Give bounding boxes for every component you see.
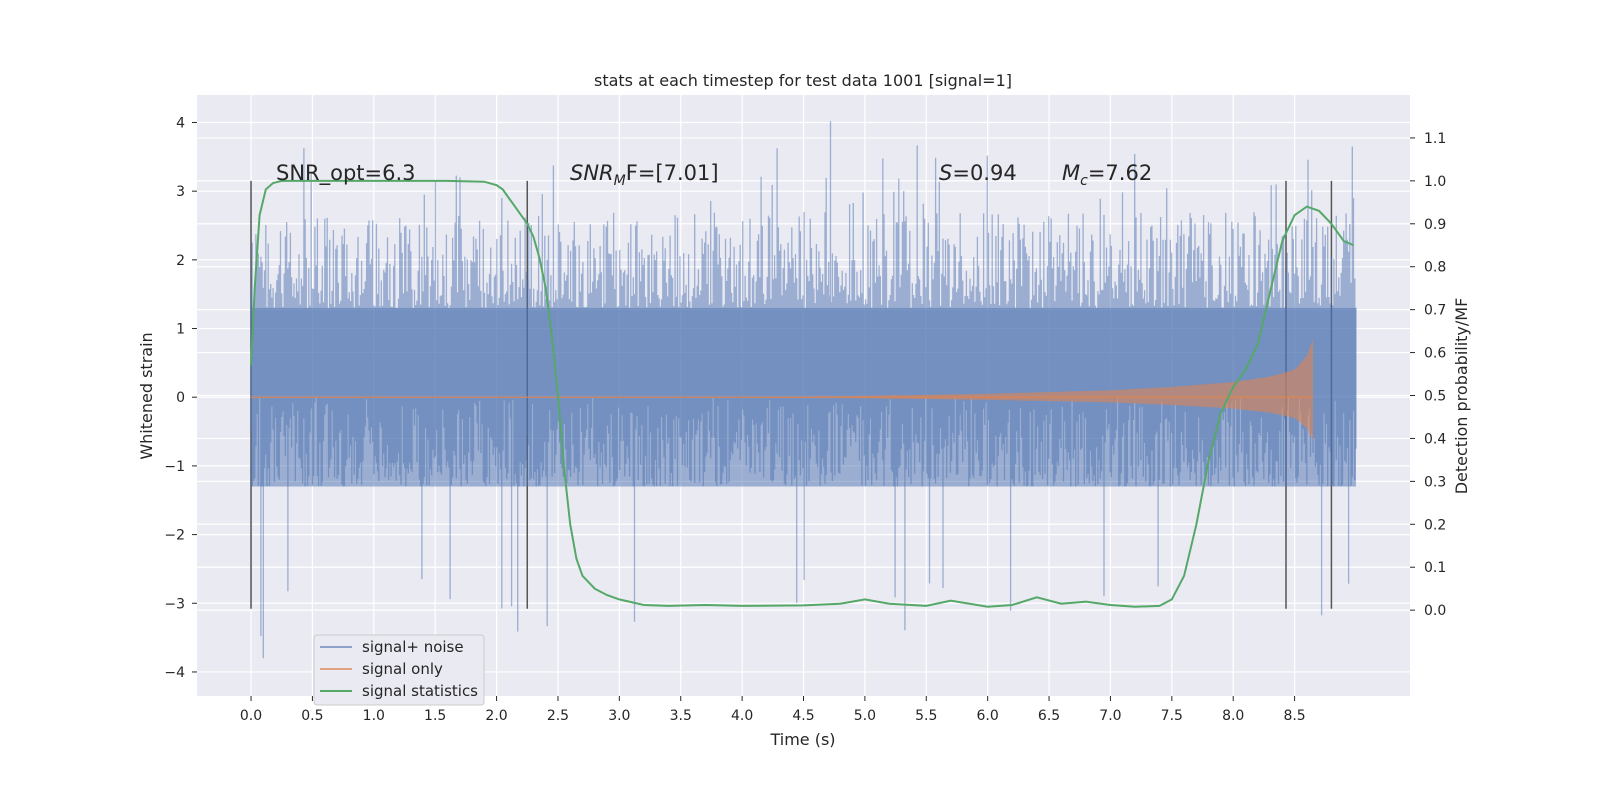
- left-y-tick-label: 3: [176, 184, 185, 200]
- left-y-tick-label: 1: [176, 322, 185, 338]
- left-y-tick-label: 4: [176, 115, 185, 131]
- annotation-snr-mf-base: SNR: [570, 161, 614, 185]
- x-tick-label: 7.0: [1099, 708, 1121, 724]
- annotations: SNR_opt=6.3 SNRMF=[7.01] S=0.94 Mc=7.62: [276, 161, 1152, 189]
- left-y-tick-label: −3: [164, 596, 185, 612]
- annotation-mc: Mc=7.62: [1062, 161, 1152, 189]
- x-tick-label: 4.5: [792, 708, 814, 724]
- x-tick-label: 7.5: [1161, 708, 1183, 724]
- annotation-mc-symbol: M: [1062, 161, 1080, 185]
- x-tick-label: 5.5: [915, 708, 937, 724]
- x-tick-label: 3.5: [670, 708, 692, 724]
- left-y-axis-ticks: 4 3 2 1 0 −1 −2 −3 −4: [164, 115, 197, 681]
- x-tick-label: 0.5: [301, 708, 323, 724]
- annotation-mc-sub: c: [1080, 173, 1088, 189]
- annotation-snr-mf-tail: F=[7.01]: [626, 161, 719, 185]
- right-y-tick-label: 0.6: [1424, 346, 1446, 362]
- left-y-tick-label: −4: [164, 665, 185, 681]
- legend-label-signal-statistics: signal statistics: [362, 682, 478, 700]
- x-axis-label: Time (s): [769, 730, 835, 749]
- right-y-tick-label: 0.1: [1424, 560, 1446, 576]
- right-y-tick-label: 0.3: [1424, 474, 1446, 490]
- x-tick-label: 1.0: [363, 708, 385, 724]
- right-y-tick-label: 0.7: [1424, 303, 1446, 319]
- legend-box: [313, 634, 485, 706]
- right-y-tick-label: 0.9: [1424, 217, 1446, 233]
- legend: signal+ noise signal only signal statist…: [313, 634, 485, 706]
- legend-label-signal-only: signal only: [362, 660, 443, 678]
- annotation-s: S=0.94: [939, 161, 1017, 185]
- right-y-tick-label: 0.2: [1424, 517, 1446, 533]
- right-y-tick-label: 0.5: [1424, 389, 1446, 405]
- x-tick-label: 2.5: [547, 708, 569, 724]
- x-tick-label: 8.5: [1283, 708, 1305, 724]
- right-y-tick-label: 1.1: [1424, 131, 1446, 147]
- x-tick-label: 2.0: [485, 708, 507, 724]
- series-signal-only: [251, 338, 1314, 441]
- right-y-tick-label: 0.4: [1424, 431, 1446, 447]
- x-tick-label: 8.0: [1222, 708, 1244, 724]
- annotation-snr-mf-sub: M: [614, 173, 626, 189]
- legend-label-signal-noise: signal+ noise: [362, 638, 464, 656]
- left-y-tick-label: 0: [176, 390, 185, 406]
- left-y-tick-label: −2: [164, 528, 185, 544]
- x-tick-label: 3.0: [608, 708, 630, 724]
- right-y-axis-ticks: 1.1 1.0 0.9 0.8 0.7 0.6 0.5 0.4 0.3 0.2 0.1 0.0: [1410, 131, 1446, 619]
- annotation-s-value: =0.94: [952, 161, 1016, 185]
- x-tick-label: 6.0: [977, 708, 999, 724]
- annotation-snr-mf: SNRMF=[7.01]: [570, 161, 719, 189]
- x-tick-label: 0.0: [240, 708, 262, 724]
- series-signal-statistics: [250, 179, 1354, 608]
- right-y-tick-label: 0.8: [1424, 260, 1446, 276]
- x-tick-label: 1.5: [424, 708, 446, 724]
- signal-chirp-envelope: [742, 338, 1313, 441]
- x-tick-label: 5.0: [854, 708, 876, 724]
- annotation-mc-value: =7.62: [1088, 161, 1152, 185]
- chart-title: stats at each timestep for test data 100…: [594, 71, 1012, 90]
- left-y-tick-label: 2: [176, 253, 185, 269]
- x-tick-label: 6.5: [1038, 708, 1060, 724]
- x-axis-ticks: 0.0 0.5 1.0 1.5 2.0 2.5 3.0 3.5 4.0 4.5 5.0 5.5 6.0 6…: [240, 696, 1306, 724]
- left-y-axis-label: Whitened strain: [137, 332, 156, 459]
- left-y-tick-label: −1: [164, 459, 185, 475]
- right-y-tick-label: 0.0: [1424, 603, 1446, 619]
- right-y-tick-label: 1.0: [1424, 174, 1446, 190]
- stats-line: [250, 179, 1354, 608]
- right-y-axis-label: Detection probability/MF: [1452, 298, 1471, 495]
- annotation-snr-opt: SNR_opt=6.3: [276, 161, 416, 186]
- annotation-s-symbol: S: [939, 161, 952, 185]
- x-tick-label: 4.0: [731, 708, 753, 724]
